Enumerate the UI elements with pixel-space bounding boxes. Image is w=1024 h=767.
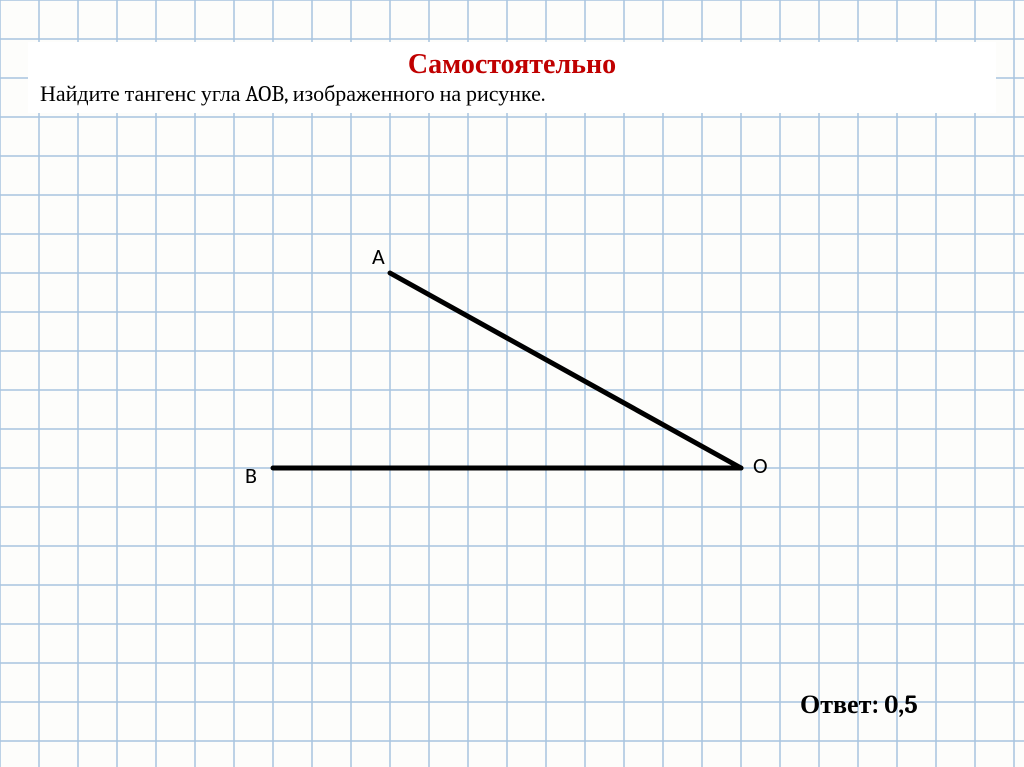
- task-text: Найдите тангенс угла AOB, изображенного …: [40, 81, 984, 107]
- answer-text: Ответ: 0,5: [800, 690, 918, 720]
- point-label-b: B: [245, 462, 257, 489]
- header-box: Самостоятельно Найдите тангенс угла AOB,…: [28, 42, 996, 113]
- angle-diagram: [263, 263, 751, 478]
- point-label-o: O: [753, 452, 768, 479]
- point-label-a: A: [372, 243, 385, 270]
- page-title: Самостоятельно: [40, 48, 984, 81]
